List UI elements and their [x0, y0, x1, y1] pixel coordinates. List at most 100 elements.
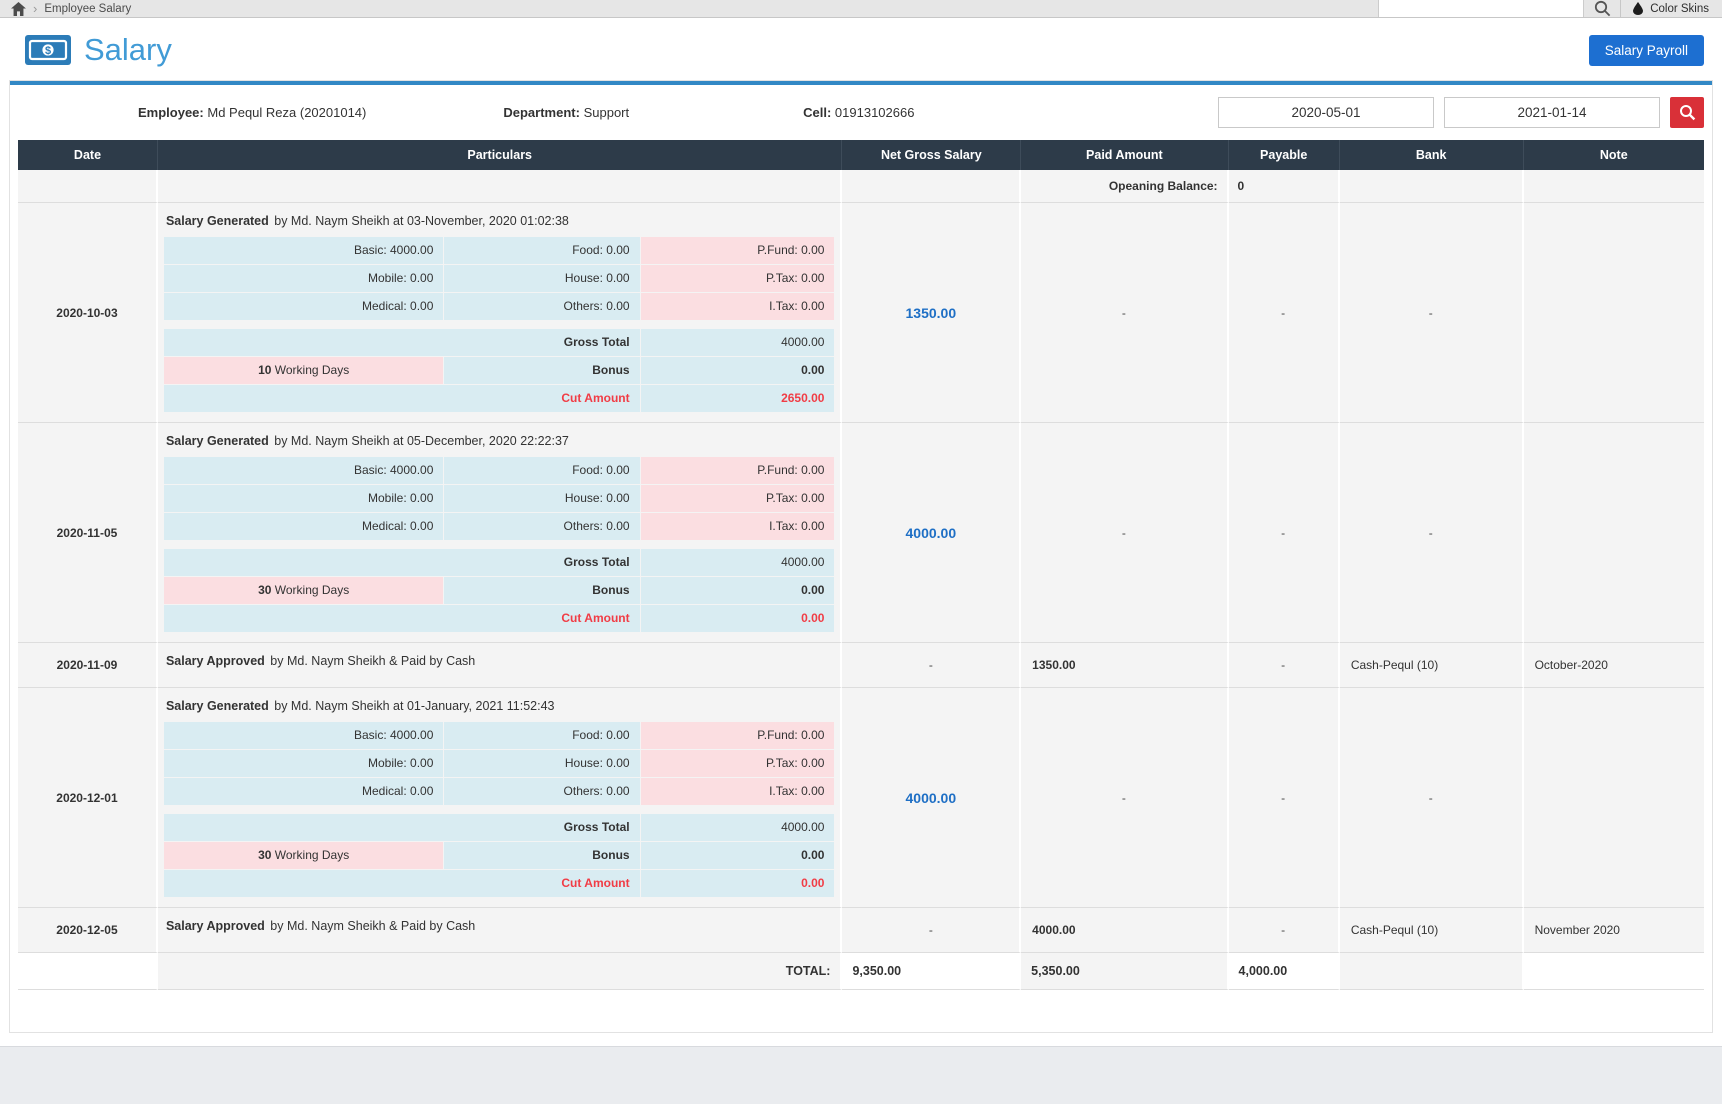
search-icon — [1679, 104, 1696, 121]
working-days-cell: 30 Working Days — [163, 577, 444, 604]
date-to-input[interactable] — [1444, 97, 1660, 128]
breadcrumb-item-employee-salary[interactable]: Employee Salary — [44, 2, 132, 15]
cell-label: Cell: — [803, 105, 832, 120]
allowance-cell: I.Tax: 0.00 — [640, 778, 835, 805]
summary-grid: Gross Total 4000.00 30 Working Days Bonus 0.… — [163, 814, 835, 897]
allowance-cell: Basic: 4000.00 — [163, 237, 444, 264]
salary-payroll-button[interactable]: Salary Payroll — [1588, 34, 1704, 66]
allowance-cell: I.Tax: 0.00 — [640, 513, 835, 540]
filter-search-button[interactable] — [1670, 97, 1704, 128]
particulars-cell — [157, 170, 843, 203]
allowance-cell: P.Tax: 0.00 — [640, 265, 835, 292]
gross-total-label: Gross Total — [163, 549, 640, 576]
allowance-cell: House: 0.00 — [444, 750, 640, 777]
gross-total-value: 4000.00 — [640, 814, 835, 841]
allowance-cell: Food: 0.00 — [444, 237, 640, 264]
total-net-gross: 9,350.00 — [842, 953, 1022, 990]
column-header-date: Date — [18, 140, 158, 170]
salary-table-head: Date Particulars Net Gross Salary Paid A… — [18, 140, 1704, 170]
paid-amount-cell: - — [1021, 203, 1229, 423]
working-days-cell: 10 Working Days — [163, 357, 444, 384]
color-skins-button[interactable]: Color Skins — [1620, 0, 1722, 17]
date-cell: 2020-12-01 — [18, 688, 158, 908]
net-gross-cell: 1350.00 — [842, 203, 1022, 423]
topbar: › Employee Salary Color Skins — [0, 0, 1722, 18]
allowance-cell: Others: 0.00 — [444, 293, 640, 320]
allowance-grid: Basic: 4000.00 Food: 0.00 P.Fund: 0.00 Mobi… — [163, 237, 835, 320]
particulars-cell: Salary Generated by Md. Naym Sheikh at 0… — [157, 203, 843, 423]
bonus-value: 0.00 — [640, 577, 835, 604]
column-header-paid-amount: Paid Amount — [1021, 140, 1229, 170]
total-label: TOTAL: — [157, 953, 843, 990]
allowance-cell: Food: 0.00 — [444, 722, 640, 749]
allowance-cell: Medical: 0.00 — [163, 513, 444, 540]
department-value: Support — [583, 105, 630, 120]
date-cell: 2020-11-05 — [18, 423, 158, 643]
note-cell — [1523, 170, 1704, 203]
allowance-cell: P.Fund: 0.00 — [640, 237, 835, 264]
allowance-cell: Others: 0.00 — [444, 513, 640, 540]
allowance-cell: Others: 0.00 — [444, 778, 640, 805]
note-cell — [1523, 953, 1704, 990]
bonus-label: Bonus — [444, 357, 640, 384]
particulars-cell: Salary Approved by Md. Naym Sheikh & Pai… — [157, 643, 843, 688]
payable-cell: - — [1228, 688, 1340, 908]
svg-text:$: $ — [45, 45, 51, 57]
breadcrumb-separator: › — [33, 0, 38, 16]
particulars-title: Salary Generated by Md. Naym Sheikh at 0… — [166, 699, 835, 713]
allowance-cell: P.Tax: 0.00 — [640, 485, 835, 512]
cut-amount-label: Cut Amount — [163, 605, 640, 632]
net-gross-cell: 4000.00 — [842, 688, 1022, 908]
topbar-search-button[interactable] — [1584, 0, 1620, 17]
title-wrap: $ Salary — [25, 32, 172, 68]
salary-approved-row: 2020-11-09 Salary Approved by Md. Naym Sh… — [18, 643, 1704, 688]
allowance-cell: P.Fund: 0.00 — [640, 722, 835, 749]
date-cell: 2020-11-09 — [18, 643, 158, 688]
particulars-cell: Salary Approved by Md. Naym Sheikh & Pai… — [157, 908, 843, 953]
paid-amount-cell: - — [1021, 423, 1229, 643]
page-header: $ Salary Salary Payroll — [0, 18, 1722, 81]
allowance-cell: I.Tax: 0.00 — [640, 293, 835, 320]
particulars-action: Salary Approved — [165, 654, 265, 668]
particulars-action: Salary Generated — [165, 434, 269, 448]
particulars-title: Salary Approved by Md. Naym Sheikh & Pai… — [166, 654, 835, 668]
allowance-cell: Medical: 0.00 — [163, 778, 444, 805]
employee-label: Employee: — [138, 105, 204, 120]
cut-amount-label: Cut Amount — [163, 870, 640, 897]
working-days-cell: 30 Working Days — [163, 842, 444, 869]
working-days-number: 30 — [258, 583, 272, 597]
note-cell — [1523, 423, 1704, 643]
topbar-spacer — [131, 0, 1378, 17]
bank-cell: - — [1339, 688, 1524, 908]
cut-amount-label: Cut Amount — [163, 385, 640, 412]
bank-cell — [1339, 953, 1524, 990]
payable-cell: - — [1228, 203, 1340, 423]
column-header-net-gross-salary: Net Gross Salary — [842, 140, 1022, 170]
date-cell — [18, 170, 158, 203]
particulars-by: by Md. Naym Sheikh at 03-November, 2020 … — [270, 214, 569, 228]
allowance-cell: Mobile: 0.00 — [163, 265, 444, 292]
date-cell: 2020-10-03 — [18, 203, 158, 423]
summary-grid: Gross Total 4000.00 10 Working Days Bonus 0.… — [163, 329, 835, 412]
particulars-by: by Md. Naym Sheikh at 01-January, 2021 1… — [270, 699, 555, 713]
date-from-input[interactable] — [1218, 97, 1434, 128]
allowance-cell: Food: 0.00 — [444, 457, 640, 484]
note-cell — [1523, 688, 1704, 908]
salary-generated-row: 2020-12-01 Salary Generated by Md. Naym S… — [18, 688, 1704, 908]
salary-generated-row: 2020-10-03 Salary Generated by Md. Naym S… — [18, 203, 1704, 423]
home-icon[interactable] — [11, 1, 26, 16]
search-input[interactable] — [1378, 0, 1585, 17]
cut-amount-value: 2650.00 — [640, 385, 835, 412]
color-skins-drop-icon — [1633, 2, 1644, 15]
allowance-grid: Basic: 4000.00 Food: 0.00 P.Fund: 0.00 Mobi… — [163, 457, 835, 540]
net-gross-cell — [842, 170, 1022, 203]
column-header-particulars: Particulars — [157, 140, 843, 170]
payable-cell: - — [1228, 908, 1340, 953]
page-title: Salary — [84, 32, 172, 67]
allowance-cell: House: 0.00 — [444, 265, 640, 292]
bonus-value: 0.00 — [640, 842, 835, 869]
total-payable: 4,000.00 — [1228, 953, 1340, 990]
employee-info: Employee: Md Pequl Reza (20201014) — [138, 105, 366, 120]
salary-generated-row: 2020-11-05 Salary Generated by Md. Naym S… — [18, 423, 1704, 643]
particulars-title: Salary Approved by Md. Naym Sheikh & Pai… — [166, 919, 835, 933]
